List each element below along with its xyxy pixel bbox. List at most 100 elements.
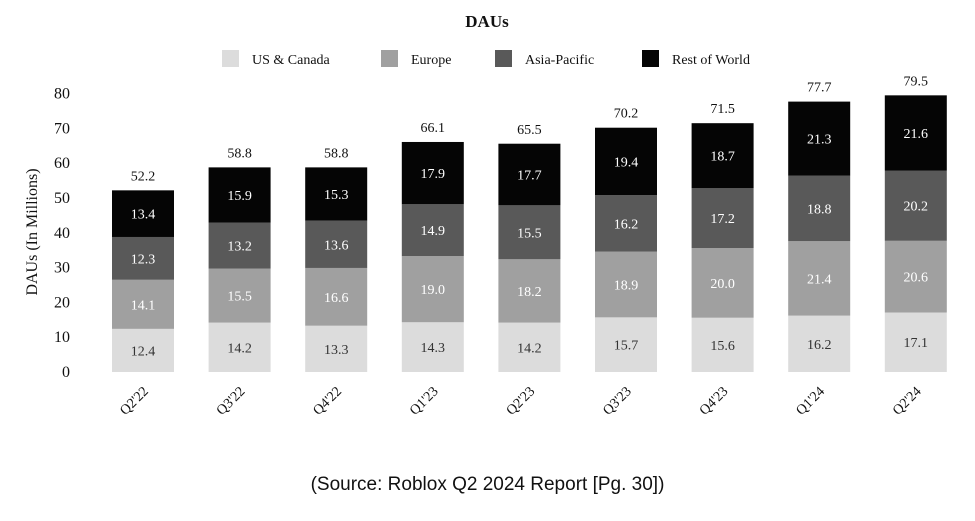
bar-total-label: 58.8 xyxy=(227,146,252,161)
bar-segment-label: 14.3 xyxy=(421,341,446,356)
bar-total-label: 52.2 xyxy=(131,169,156,184)
bar-segment xyxy=(498,259,561,323)
x-tick-label: Q3'23 xyxy=(600,384,634,418)
bar-segment xyxy=(788,101,851,176)
x-tick-label: Q1'23 xyxy=(407,384,441,418)
bar-segment xyxy=(595,127,657,196)
bar-segment-label: 13.6 xyxy=(324,238,349,253)
bar-segment-label: 18.7 xyxy=(710,150,735,165)
bar-segment xyxy=(305,325,368,372)
bar-segment-label: 13.3 xyxy=(324,343,349,358)
bar-segment-label: 20.6 xyxy=(904,271,929,286)
bar-segment xyxy=(401,256,464,323)
bar-segment-label: 14.1 xyxy=(131,298,156,313)
legend-label: US & Canada xyxy=(252,53,331,68)
bar-segment xyxy=(401,204,464,257)
bar-total-label: 70.2 xyxy=(614,107,639,122)
x-tick-label: Q3'22 xyxy=(214,384,248,418)
bar-total-label: 66.1 xyxy=(421,121,446,136)
bar-segment xyxy=(112,190,174,237)
bar-segment-label: 18.9 xyxy=(614,278,639,293)
bar-segment xyxy=(788,315,851,372)
bar-segment xyxy=(112,279,174,329)
bar-segment xyxy=(595,251,657,318)
bar-segment xyxy=(884,95,947,171)
bar-total-label: 77.7 xyxy=(807,81,832,96)
bar-segment-label: 17.9 xyxy=(421,167,446,182)
bar-segment-label: 14.9 xyxy=(421,224,446,239)
bar-segment-label: 18.2 xyxy=(517,285,542,300)
bar-segment-label: 21.4 xyxy=(807,272,832,287)
bar-segment xyxy=(691,188,754,249)
bar-segment xyxy=(884,240,947,313)
y-tick-label: 30 xyxy=(54,260,70,277)
legend-swatch xyxy=(381,50,398,67)
bar-total-label: 71.5 xyxy=(710,102,735,117)
legend-swatch xyxy=(222,50,239,67)
bar-segment-label: 19.4 xyxy=(614,155,639,170)
bar-segment-label: 15.5 xyxy=(227,290,252,305)
bar-segment xyxy=(691,123,754,189)
legend: US & Canada Europe Asia-Pacific Rest of Wor… xyxy=(222,50,750,68)
bar-total-label: 79.5 xyxy=(904,74,929,89)
bar-segment xyxy=(788,175,851,242)
y-tick-label: 60 xyxy=(54,155,70,172)
bar-segment xyxy=(112,328,174,372)
y-tick-label: 80 xyxy=(54,86,70,103)
y-tick-label: 40 xyxy=(54,225,70,242)
bar-segment-label: 20.0 xyxy=(710,277,735,292)
bar-segment xyxy=(498,322,561,372)
bar-segment-label: 17.7 xyxy=(517,169,542,184)
y-tick-label: 0 xyxy=(62,364,70,381)
bar-segment xyxy=(112,236,174,280)
x-tick-label: Q2'23 xyxy=(504,384,538,418)
bar-segment-label: 14.2 xyxy=(227,341,252,356)
bar-segment xyxy=(691,248,754,318)
bar-segment-label: 15.6 xyxy=(710,339,735,354)
bar-segment-label: 12.3 xyxy=(131,252,156,267)
bar-segment-label: 16.2 xyxy=(807,338,832,353)
bar-segment-label: 16.6 xyxy=(324,291,349,306)
bar-segment-label: 20.2 xyxy=(904,200,929,215)
x-tick-label: Q2'24 xyxy=(890,384,924,418)
legend-label: Asia-Pacific xyxy=(525,53,594,68)
bar-segment xyxy=(401,322,464,372)
bar-segment xyxy=(305,167,368,221)
bar-segment-label: 18.8 xyxy=(807,202,832,217)
x-tick-label: Q1'24 xyxy=(794,384,828,418)
bar-segment xyxy=(305,220,368,268)
bar-segment xyxy=(208,268,271,323)
bar-segment xyxy=(208,167,271,223)
bar-segment xyxy=(884,312,947,372)
x-tick-label: Q4'23 xyxy=(697,384,731,418)
bar-segment-label: 16.2 xyxy=(614,217,639,232)
bar-segment xyxy=(595,317,657,372)
legend-label: Europe xyxy=(411,53,451,68)
bar-segment-label: 14.2 xyxy=(517,341,542,356)
bar-segment-label: 17.1 xyxy=(904,336,929,351)
bar-segment xyxy=(884,170,947,241)
bar-segment xyxy=(691,317,754,372)
bar-segment-label: 15.7 xyxy=(614,339,639,354)
y-axis-label: DAUs (In Millions) xyxy=(24,168,41,295)
bar-segment-label: 21.6 xyxy=(904,127,929,142)
bar-segment xyxy=(498,143,561,206)
bar-segment-label: 15.3 xyxy=(324,188,349,203)
y-tick-label: 10 xyxy=(54,329,70,346)
source-note: (Source: Roblox Q2 2024 Report [Pg. 30]) xyxy=(310,474,665,495)
bar-segment xyxy=(208,322,271,372)
bar-segment-label: 15.9 xyxy=(227,189,252,204)
bar-segment xyxy=(498,205,561,260)
chart-title: DAUs xyxy=(465,12,509,31)
x-axis-ticks: Q2'22 Q3'22 Q4'22 Q1'23 Q2'23 Q3'23 Q4'23 Q1'24… xyxy=(117,384,924,418)
bar-segment-label: 21.3 xyxy=(807,133,832,148)
bars: 12.4 14.1 12.3 13.4 52.2 14.2 15.5 13.2 15.9 58.8… xyxy=(112,74,947,372)
bar-segment xyxy=(401,141,464,205)
dau-stacked-bar-chart: DAUs US & Canada Europe Asia-Pacific Rest o… xyxy=(24,12,947,419)
legend-label: Rest of World xyxy=(672,53,750,68)
bar-segment-label: 19.0 xyxy=(421,283,446,298)
legend-swatch xyxy=(495,50,512,67)
bar-segment xyxy=(595,195,657,252)
legend-swatch xyxy=(642,50,659,67)
x-tick-label: Q4'22 xyxy=(311,384,345,418)
